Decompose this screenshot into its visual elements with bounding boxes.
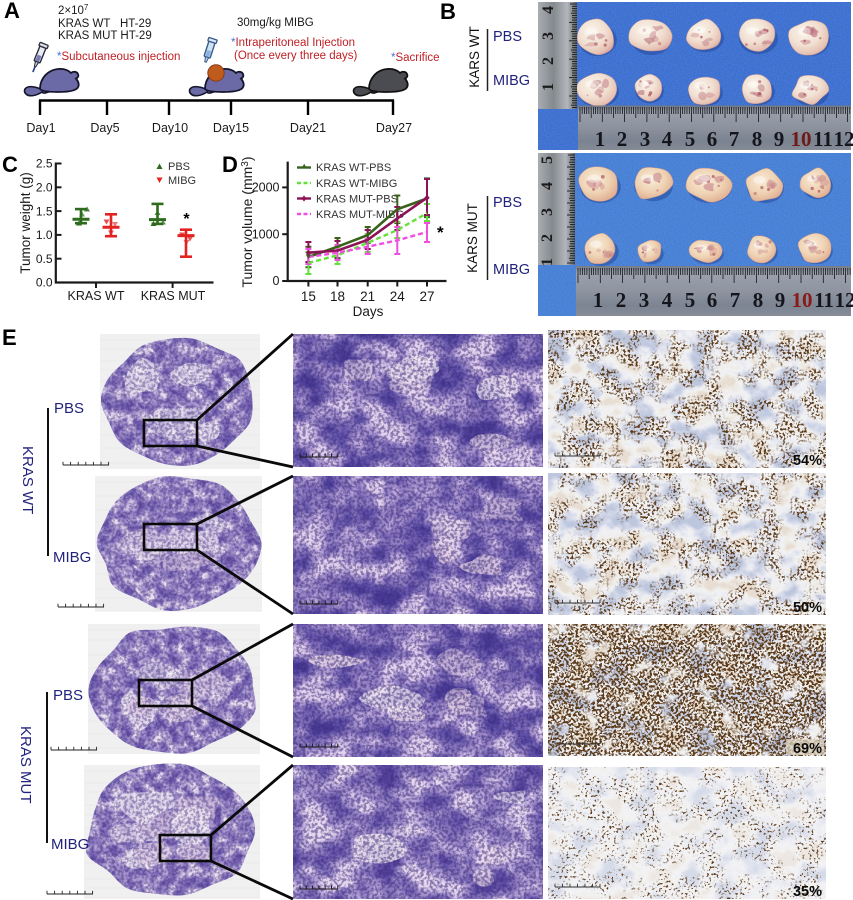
svg-text:KRAS WT-PBS: KRAS WT-PBS: [316, 162, 391, 174]
svg-text:10: 10: [792, 288, 813, 312]
svg-text:KRAS WT: KRAS WT: [19, 446, 36, 514]
svg-text:1: 1: [540, 83, 557, 91]
svg-text:Day10: Day10: [152, 121, 188, 135]
svg-text:4: 4: [539, 182, 556, 190]
svg-text:Day27: Day27: [376, 121, 412, 135]
svg-text:D: D: [222, 152, 238, 177]
svg-text:2×107: 2×107: [58, 3, 89, 17]
svg-text:KRAS MUT-MIBG: KRAS MUT-MIBG: [316, 209, 404, 221]
svg-text:2.5: 2.5: [36, 157, 53, 171]
svg-text:A: A: [4, 0, 20, 23]
svg-text:*Sacrifice: *Sacrifice: [391, 52, 440, 64]
svg-text:Day1: Day1: [26, 121, 55, 135]
svg-text:MIBG: MIBG: [51, 836, 89, 853]
svg-text:12: 12: [834, 127, 853, 151]
svg-text:PBS: PBS: [493, 195, 522, 211]
svg-text:2000: 2000: [252, 181, 280, 195]
svg-text:Days: Days: [353, 304, 384, 319]
svg-text:*: *: [437, 223, 444, 242]
svg-text:KARS MUT: KARS MUT: [465, 203, 480, 273]
svg-text:1.0: 1.0: [36, 228, 53, 242]
svg-text:PBS: PBS: [168, 161, 190, 173]
svg-text:4: 4: [662, 288, 673, 312]
svg-text:8: 8: [752, 127, 763, 151]
svg-text:*Subcutaneous injection: *Subcutaneous injection: [57, 51, 180, 63]
svg-text:69%: 69%: [793, 741, 822, 757]
svg-text:8: 8: [753, 288, 764, 312]
svg-text:27: 27: [419, 289, 434, 304]
svg-text:24: 24: [390, 289, 406, 304]
svg-text:MIBG: MIBG: [168, 175, 196, 187]
svg-text:7: 7: [729, 127, 740, 151]
svg-text:10: 10: [791, 127, 812, 151]
svg-text:11: 11: [814, 288, 834, 312]
svg-text:KRAS WT-MIBG: KRAS WT-MIBG: [316, 178, 397, 190]
svg-text:PBS: PBS: [493, 29, 522, 45]
svg-text:Day21: Day21: [290, 121, 326, 135]
svg-text:KRAS MUT HT-29: KRAS MUT HT-29: [58, 30, 152, 42]
svg-text:Day15: Day15: [213, 121, 249, 135]
svg-text:KRAS MUT: KRAS MUT: [17, 726, 34, 804]
svg-text:KRAS WT: KRAS WT: [68, 289, 125, 303]
svg-text:9: 9: [774, 127, 785, 151]
svg-text:1: 1: [539, 258, 556, 266]
svg-text:4: 4: [540, 6, 557, 14]
svg-text:2: 2: [617, 127, 628, 151]
svg-text:KARS WT: KARS WT: [467, 26, 482, 88]
svg-text:MIBG: MIBG: [493, 73, 530, 89]
svg-text:Tumor volume (mm3): Tumor volume (mm3): [239, 156, 255, 287]
svg-text:11: 11: [813, 127, 833, 151]
svg-text:6: 6: [707, 288, 718, 312]
svg-text:5: 5: [685, 288, 696, 312]
svg-text:54%: 54%: [793, 453, 822, 469]
svg-text:*Intraperitoneal Injection: *Intraperitoneal Injection: [231, 37, 355, 49]
svg-text:PBS: PBS: [54, 400, 84, 417]
svg-text:KRAS MUT: KRAS MUT: [141, 289, 206, 303]
svg-text:(Once every three days): (Once every three days): [234, 50, 358, 62]
svg-text:35%: 35%: [793, 884, 822, 900]
svg-text:5: 5: [539, 156, 556, 164]
svg-text:MIBG: MIBG: [493, 262, 530, 278]
svg-text:4: 4: [662, 127, 673, 151]
svg-text:1: 1: [593, 288, 604, 312]
svg-text:1.5: 1.5: [36, 204, 53, 218]
svg-text:0.5: 0.5: [36, 252, 53, 266]
svg-text:KRAS MUT-PBS: KRAS MUT-PBS: [316, 194, 398, 206]
svg-text:MIBG: MIBG: [53, 549, 91, 566]
svg-text:30mg/kg MIBG: 30mg/kg MIBG: [237, 17, 314, 29]
svg-text:2: 2: [540, 57, 557, 65]
svg-text:2.0: 2.0: [36, 181, 53, 195]
svg-text:2: 2: [616, 288, 627, 312]
svg-text:1000: 1000: [252, 227, 280, 241]
svg-text:E: E: [2, 325, 17, 350]
svg-text:*: *: [183, 211, 190, 228]
svg-text:18: 18: [330, 289, 345, 304]
svg-text:15: 15: [301, 289, 316, 304]
svg-text:3: 3: [640, 127, 651, 151]
svg-text:2: 2: [539, 234, 556, 242]
svg-text:Tumor weight (g): Tumor weight (g): [18, 172, 33, 274]
svg-text:C: C: [2, 152, 18, 177]
svg-text:KRAS WT HT-29: KRAS WT HT-29: [58, 18, 151, 30]
svg-text:0.0: 0.0: [36, 276, 53, 290]
svg-text:Day5: Day5: [90, 121, 119, 135]
svg-text:1: 1: [595, 127, 606, 151]
svg-text:50%: 50%: [793, 600, 822, 616]
svg-text:3: 3: [639, 288, 650, 312]
svg-text:6: 6: [707, 127, 718, 151]
svg-text:7: 7: [730, 288, 741, 312]
svg-text:PBS: PBS: [53, 687, 83, 704]
svg-text:5: 5: [685, 127, 696, 151]
svg-text:B: B: [440, 0, 456, 24]
svg-text:3: 3: [539, 208, 556, 216]
svg-text:3: 3: [540, 32, 557, 40]
svg-text:9: 9: [775, 288, 786, 312]
svg-text:21: 21: [360, 289, 375, 304]
svg-text:0: 0: [273, 274, 280, 288]
svg-text:12: 12: [835, 288, 853, 312]
